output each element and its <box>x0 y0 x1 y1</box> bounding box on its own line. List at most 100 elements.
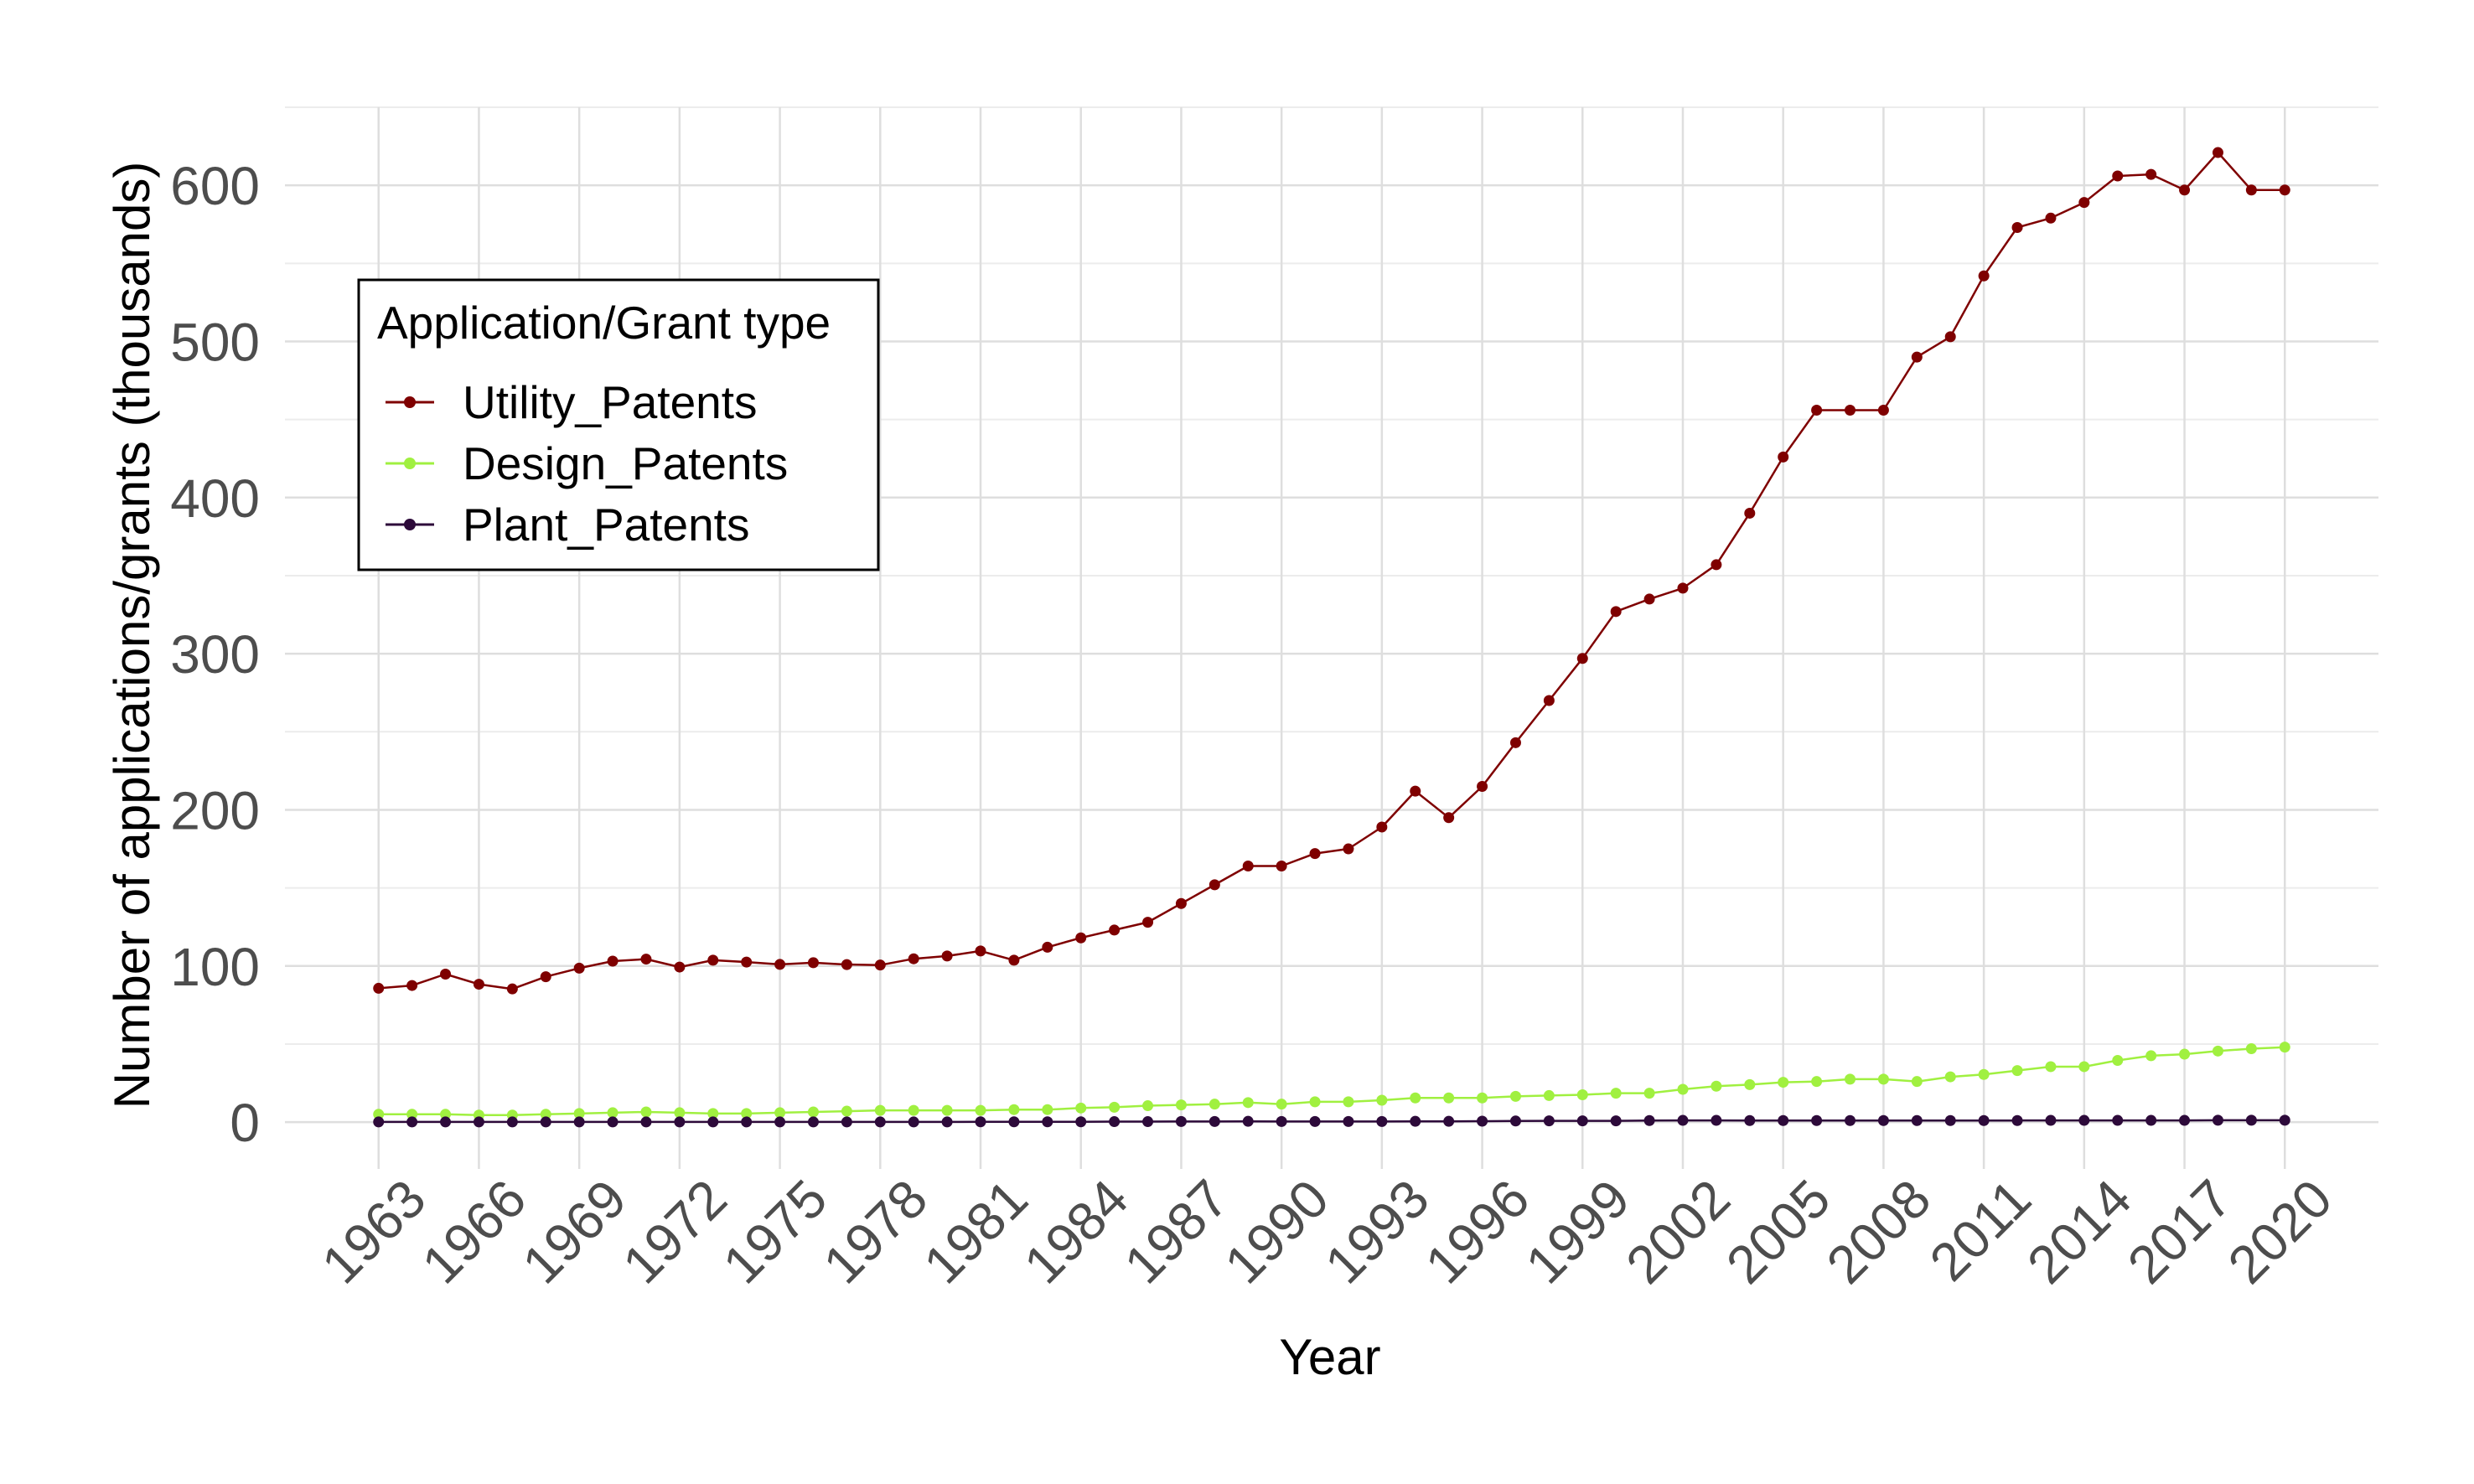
data-point-utility-patents <box>1109 924 1120 935</box>
data-point-utility-patents <box>2179 184 2190 195</box>
data-point-utility-patents <box>1811 405 1822 416</box>
data-point-utility-patents <box>1042 942 1053 953</box>
data-point-design-patents <box>2179 1049 2190 1060</box>
data-point-utility-patents <box>1778 452 1788 463</box>
data-point-design-patents <box>808 1106 819 1117</box>
data-point-plant-patents <box>1979 1115 1990 1126</box>
data-point-plant-patents <box>875 1116 886 1127</box>
legend-title: Application/Grant type <box>377 297 831 349</box>
x-tick-label: 2008 <box>1815 1168 1943 1295</box>
data-point-plant-patents <box>1310 1116 1321 1127</box>
data-point-utility-patents <box>2280 184 2290 195</box>
data-point-utility-patents <box>808 957 819 968</box>
data-point-plant-patents <box>474 1116 484 1127</box>
data-point-plant-patents <box>1042 1116 1053 1127</box>
data-point-design-patents <box>1778 1077 1788 1088</box>
data-point-plant-patents <box>1477 1115 1488 1126</box>
data-point-design-patents <box>1176 1099 1187 1110</box>
x-tick-label: 1984 <box>1012 1168 1140 1295</box>
data-point-plant-patents <box>1577 1115 1588 1126</box>
data-point-design-patents <box>1008 1104 1019 1115</box>
data-point-design-patents <box>1276 1099 1287 1109</box>
data-point-plant-patents <box>841 1116 852 1127</box>
y-axis-tick-labels: 0100200300400500600 <box>170 156 260 1153</box>
data-point-utility-patents <box>1176 898 1187 909</box>
data-point-design-patents <box>2213 1046 2223 1057</box>
data-point-utility-patents <box>1410 786 1421 797</box>
data-point-utility-patents <box>942 950 953 961</box>
minor-gridlines <box>285 107 2378 1044</box>
data-point-utility-patents <box>1343 844 1353 855</box>
data-point-utility-patents <box>1008 954 1019 965</box>
data-point-plant-patents <box>1677 1115 1688 1126</box>
data-point-plant-patents <box>1075 1116 1086 1127</box>
data-point-design-patents <box>1644 1088 1655 1099</box>
data-point-design-patents <box>942 1105 953 1116</box>
data-point-plant-patents <box>674 1116 685 1127</box>
data-point-utility-patents <box>2078 197 2089 208</box>
data-point-utility-patents <box>1376 821 1387 832</box>
x-tick-label: 1972 <box>611 1168 738 1295</box>
data-point-plant-patents <box>1544 1115 1555 1126</box>
data-point-utility-patents <box>2246 184 2257 195</box>
data-point-plant-patents <box>1611 1115 1622 1126</box>
data-point-plant-patents <box>608 1116 618 1127</box>
data-point-plant-patents <box>1343 1116 1353 1127</box>
data-point-utility-patents <box>976 945 986 956</box>
data-point-utility-patents <box>373 983 384 994</box>
data-point-plant-patents <box>1744 1115 1755 1126</box>
data-point-plant-patents <box>976 1116 986 1127</box>
data-point-plant-patents <box>707 1116 718 1127</box>
x-tick-label: 2002 <box>1614 1168 1742 1295</box>
data-point-plant-patents <box>406 1116 417 1127</box>
data-point-design-patents <box>1410 1093 1421 1104</box>
x-tick-label: 1975 <box>712 1168 839 1295</box>
x-tick-label: 1993 <box>1313 1168 1441 1295</box>
data-point-design-patents <box>1209 1099 1220 1109</box>
data-point-plant-patents <box>1410 1116 1421 1127</box>
data-point-design-patents <box>1878 1073 1889 1084</box>
data-point-design-patents <box>908 1105 919 1116</box>
data-point-plant-patents <box>1878 1115 1889 1126</box>
data-point-utility-patents <box>1945 331 1956 342</box>
data-point-utility-patents <box>507 984 518 995</box>
data-point-plant-patents <box>574 1116 585 1127</box>
data-point-plant-patents <box>1510 1115 1521 1126</box>
x-axis-title: Year <box>1279 1329 1380 1385</box>
y-tick-label: 100 <box>170 937 260 997</box>
x-tick-label: 2005 <box>1715 1168 1842 1295</box>
data-point-utility-patents <box>608 956 618 967</box>
major-gridlines <box>285 107 2378 1169</box>
x-tick-label: 1999 <box>1514 1168 1642 1295</box>
data-point-utility-patents <box>741 957 752 968</box>
data-point-plant-patents <box>942 1116 953 1127</box>
data-point-plant-patents <box>640 1116 651 1127</box>
series-line-design-patents <box>379 1047 2285 1115</box>
data-point-plant-patents <box>2246 1114 2257 1125</box>
data-point-plant-patents <box>2045 1115 2056 1126</box>
data-point-utility-patents <box>1209 879 1220 890</box>
data-point-plant-patents <box>440 1116 451 1127</box>
data-point-utility-patents <box>1711 559 1721 570</box>
data-point-design-patents <box>1979 1069 1990 1080</box>
data-point-design-patents <box>1577 1089 1588 1100</box>
data-point-utility-patents <box>1644 593 1655 604</box>
data-point-plant-patents <box>2213 1114 2223 1125</box>
data-point-design-patents <box>2012 1065 2023 1076</box>
x-tick-label: 1969 <box>510 1168 638 1295</box>
data-point-utility-patents <box>2112 170 2123 181</box>
x-tick-label: 1966 <box>411 1168 538 1295</box>
data-point-plant-patents <box>1443 1116 1454 1127</box>
x-tick-label: 2020 <box>2217 1168 2344 1295</box>
x-tick-label: 1978 <box>812 1168 939 1295</box>
data-point-design-patents <box>1477 1093 1488 1104</box>
y-tick-label: 500 <box>170 312 260 372</box>
data-point-plant-patents <box>1845 1115 1856 1126</box>
data-point-utility-patents <box>1845 405 1856 416</box>
data-point-design-patents <box>976 1105 986 1116</box>
data-point-utility-patents <box>406 980 417 991</box>
data-point-design-patents <box>1109 1102 1120 1113</box>
legend-entry-label: Utility_Patents <box>463 376 758 428</box>
data-point-utility-patents <box>640 954 651 964</box>
data-point-plant-patents <box>2145 1115 2156 1126</box>
